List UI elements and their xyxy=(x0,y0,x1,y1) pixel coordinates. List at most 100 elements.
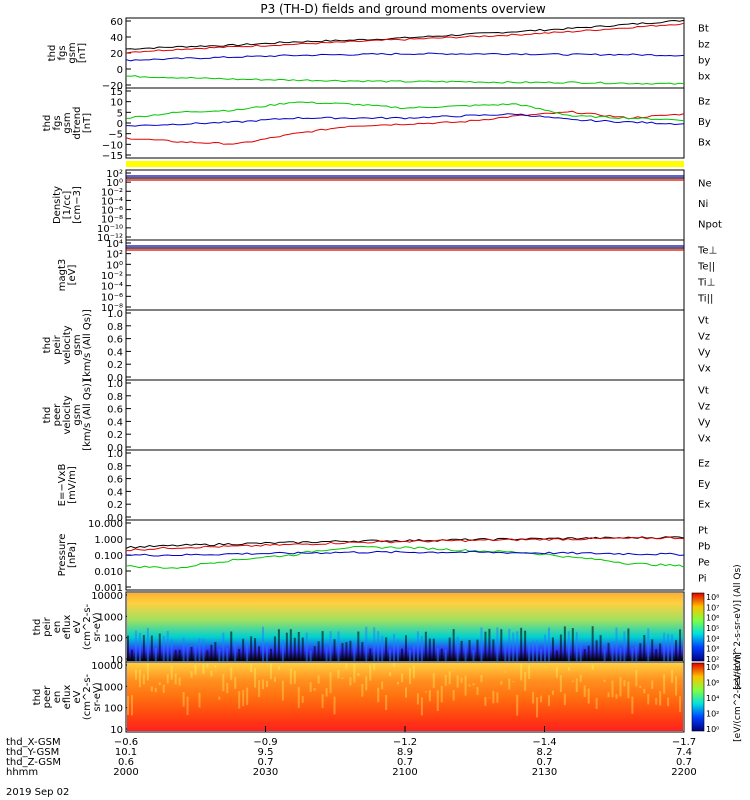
spectrogram-speckle xyxy=(301,637,304,661)
spectrogram-speckle xyxy=(246,687,249,705)
series-By xyxy=(125,101,685,122)
y-axis-label: dtrend xyxy=(72,107,83,140)
spectrogram-speckle xyxy=(349,677,352,686)
spectrogram-speckle xyxy=(412,665,415,679)
legend-entry: Ez xyxy=(698,458,710,469)
spectrogram-speckle xyxy=(170,665,173,680)
y-axis-label: velocity xyxy=(62,395,73,434)
colorbar-tick-label: 10³ xyxy=(706,645,719,654)
spectrogram-speckle xyxy=(345,663,348,669)
spectrogram-speckle xyxy=(194,665,197,675)
spectrogram-speckle xyxy=(266,680,268,688)
spectrogram-speckle xyxy=(488,628,491,661)
legend-entry: Ey xyxy=(698,479,710,490)
y-axis-label: thd xyxy=(42,407,53,424)
spectrogram-speckle xyxy=(357,631,360,661)
y-tick-label: 0.4 xyxy=(107,347,123,358)
spectrogram-speckle xyxy=(182,637,185,661)
spectrogram-speckle xyxy=(214,665,217,668)
spectrogram-speckle xyxy=(301,696,304,703)
spectrogram-speckle xyxy=(321,631,324,661)
colorbar-label: [eV/(cm^2-s-sr-eV)] (All Qs) xyxy=(733,564,743,689)
spectrogram-speckle xyxy=(615,694,618,699)
spectrogram-speckle xyxy=(468,640,471,661)
spectrogram-speckle xyxy=(273,676,276,682)
spectrogram-speckle xyxy=(222,632,225,661)
spectrogram-speckle xyxy=(643,635,646,661)
panel-9: 10.000 1.000 0.100 0.010 0.001 Pressure [nPa] P… xyxy=(57,519,710,594)
spectrogram-speckle xyxy=(313,646,316,661)
legend-entry: Bt xyxy=(698,24,709,35)
spectrogram-speckle xyxy=(532,640,535,661)
spectrogram-speckle xyxy=(297,686,300,708)
y-axis-label: magt3 xyxy=(57,259,68,292)
panel-frame xyxy=(125,379,685,451)
spectrogram-speckle xyxy=(528,644,531,661)
spectrogram-speckle xyxy=(285,632,288,661)
spectrogram-speckle xyxy=(222,674,225,692)
spectrogram-speckle xyxy=(432,638,435,661)
colorbar-tick-label: 10² xyxy=(706,710,719,719)
spectrogram-speckle xyxy=(472,649,475,661)
y-tick-label: 10⁻¹² xyxy=(97,233,123,244)
spectrogram-speckle xyxy=(381,635,384,661)
y-tick-label: 15 xyxy=(110,87,123,98)
spectrogram-speckle xyxy=(591,626,594,661)
spectrogram-speckle xyxy=(186,696,189,715)
colorbar-tick-label: 10⁴ xyxy=(706,634,719,643)
spectrogram-speckle xyxy=(579,674,582,683)
spectrogram-speckle xyxy=(583,685,586,697)
spectrogram-speckle xyxy=(226,648,229,661)
spectrogram-speckle xyxy=(178,677,181,686)
legend-entry: Bx xyxy=(698,138,711,149)
spectrogram-speckle xyxy=(615,627,618,661)
spectrogram-speckle xyxy=(428,638,431,661)
y-axis-label: en xyxy=(52,691,63,704)
x-row-label: thd_X-GSM xyxy=(6,737,61,748)
spectrogram-speckle xyxy=(182,691,185,707)
spectrogram-speckle xyxy=(333,639,336,661)
legend-entry: By xyxy=(698,117,711,128)
spectrogram-speckle xyxy=(663,674,666,694)
spectrogram-speckle xyxy=(540,648,543,661)
spectrogram-speckle xyxy=(186,645,189,661)
y-tick-label: 10⁴ xyxy=(106,239,123,250)
spectrogram-speckle xyxy=(202,664,205,675)
spectrogram-speckle xyxy=(138,669,141,688)
spectrogram-speckle xyxy=(262,626,265,661)
spectrogram-speckle xyxy=(544,634,546,661)
y-axis-label: thd xyxy=(32,689,43,706)
y-tick-label: −10 xyxy=(102,140,123,151)
spectrogram-speckle xyxy=(416,631,419,661)
y-axis-label: eflux xyxy=(62,685,73,710)
spectrogram-speckle xyxy=(567,667,570,671)
y-axis-label: eV xyxy=(72,690,83,703)
colorbar-tick-label: 10⁰ xyxy=(706,725,719,734)
spectrogram-speckle xyxy=(555,667,558,678)
panel-frame xyxy=(125,449,685,521)
legend-entry: Ni xyxy=(698,199,708,210)
spectrogram-speckle xyxy=(401,673,404,683)
spectrogram-speckle xyxy=(619,648,622,661)
spectrogram-speckle xyxy=(190,646,193,661)
spectrogram-speckle xyxy=(134,669,137,680)
spectrogram-speckle xyxy=(281,680,284,701)
spectrogram-speckle xyxy=(150,635,153,661)
spectrogram-speckle xyxy=(627,681,630,699)
y-tick-label: 0.100 xyxy=(94,551,123,562)
series-by xyxy=(125,52,685,62)
spectrogram-speckle xyxy=(134,630,137,661)
spectrogram-speckle xyxy=(146,663,149,681)
y-tick-label: 10⁻⁴ xyxy=(101,196,123,207)
legend-entry: Pb xyxy=(698,541,710,552)
spectrogram-speckle xyxy=(230,631,233,661)
spectrogram-speckle xyxy=(325,688,328,697)
spectrogram-speckle xyxy=(166,631,169,661)
y-axis-label: gsm xyxy=(72,404,83,425)
spectrogram-speckle xyxy=(154,647,157,661)
spectrogram-speckle xyxy=(412,645,415,661)
x-row-label: thd_Y-GSM xyxy=(6,747,59,758)
x-row-label: hhmm xyxy=(6,767,38,778)
legend-entry: bx xyxy=(698,71,710,82)
y-tick-label: 10 xyxy=(110,98,123,109)
